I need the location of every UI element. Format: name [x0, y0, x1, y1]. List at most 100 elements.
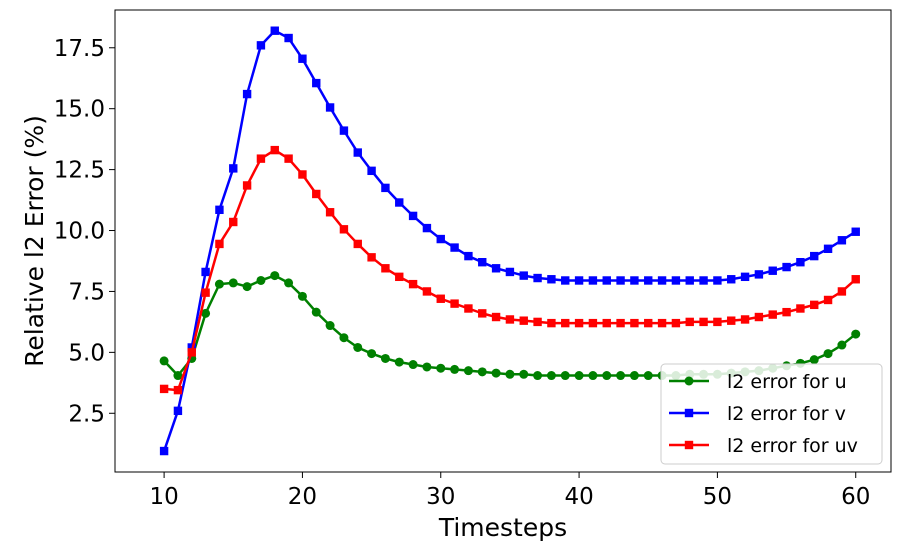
data-point: [713, 276, 722, 285]
data-point: [491, 368, 501, 378]
data-point: [851, 329, 861, 339]
data-point: [353, 148, 362, 157]
y-tick-label: 2.5: [68, 401, 105, 427]
data-point: [201, 308, 211, 318]
data-point: [395, 272, 404, 282]
data-point: [588, 318, 598, 328]
data-point: [325, 208, 335, 217]
data-point: [436, 294, 445, 303]
data-point: [408, 279, 418, 289]
data-point: [325, 321, 335, 331]
data-point: [256, 154, 266, 163]
data-point: [505, 315, 515, 324]
data-point: [837, 287, 847, 296]
data-point: [367, 349, 377, 359]
data-point: [505, 369, 515, 379]
data-point: [242, 181, 252, 190]
data-point: [173, 406, 183, 416]
data-point: [381, 264, 390, 273]
data-point: [574, 318, 584, 328]
data-point: [395, 198, 404, 207]
data-point: [809, 355, 819, 365]
data-point: [823, 295, 833, 305]
x-tick-label: 20: [288, 484, 317, 510]
data-point: [602, 276, 611, 285]
data-point: [630, 276, 639, 285]
data-point: [478, 257, 487, 267]
data-point: [768, 266, 777, 275]
data-point: [394, 357, 404, 367]
data-point: [533, 273, 542, 283]
data-point: [837, 236, 847, 245]
data-point: [810, 251, 819, 261]
x-tick-label: 40: [564, 484, 593, 510]
data-point: [353, 239, 362, 249]
x-tick-label: 60: [841, 484, 870, 510]
data-point: [229, 164, 238, 173]
x-axis: 10 20 30 40 50 60: [149, 472, 870, 510]
data-point: [505, 267, 515, 277]
data-point: [657, 276, 667, 285]
data-point: [602, 318, 611, 328]
data-point: [837, 340, 847, 350]
legend-marker: [684, 440, 694, 450]
data-point: [325, 103, 335, 112]
legend-entry: l2 error for v: [669, 403, 846, 425]
data-point: [519, 271, 528, 280]
data-point: [450, 299, 459, 308]
data-point: [713, 317, 722, 327]
data-point: [284, 154, 293, 163]
data-point: [422, 223, 432, 233]
y-tick-label: 15.0: [54, 97, 105, 123]
data-point: [574, 276, 584, 285]
data-point: [436, 363, 446, 373]
data-point: [159, 356, 169, 366]
data-point: [560, 371, 570, 381]
data-point: [298, 170, 307, 179]
data-point: [671, 276, 681, 285]
data-point: [768, 310, 777, 319]
data-point: [643, 371, 653, 381]
data-point: [284, 33, 293, 43]
data-point: [574, 371, 584, 381]
data-point: [215, 205, 224, 215]
data-point: [242, 89, 252, 99]
data-point: [256, 275, 266, 285]
y-tick-label: 7.5: [68, 279, 105, 305]
data-point: [823, 349, 833, 359]
x-tick-label: 30: [426, 484, 455, 510]
data-point: [408, 360, 418, 370]
data-point: [727, 275, 736, 284]
data-point: [270, 26, 279, 35]
data-point: [201, 288, 210, 297]
legend-label: l2 error for v: [727, 403, 846, 425]
data-point: [851, 227, 860, 236]
data-point: [699, 317, 708, 327]
series-2: [159, 26, 860, 456]
data-point: [727, 316, 736, 325]
data-point: [533, 317, 542, 327]
data-point: [477, 367, 487, 377]
data-point: [685, 276, 694, 285]
data-point: [644, 276, 653, 285]
data-point: [422, 362, 432, 372]
data-point: [823, 244, 833, 253]
data-point: [547, 275, 556, 284]
data-point: [782, 307, 791, 317]
data-point: [602, 371, 612, 381]
x-tick-label: 50: [703, 484, 732, 510]
data-point: [810, 300, 819, 310]
legend-marker: [684, 408, 694, 418]
data-point: [491, 312, 501, 322]
legend-label: l2 error for u: [727, 371, 847, 393]
data-point: [519, 316, 528, 325]
data-point: [740, 272, 750, 282]
x-axis-label: Timesteps: [438, 513, 567, 542]
data-point: [214, 279, 224, 289]
data-point: [353, 342, 363, 352]
data-point: [796, 257, 805, 267]
data-point: [284, 278, 294, 288]
y-tick-label: 17.5: [54, 36, 105, 62]
data-point: [173, 385, 183, 395]
